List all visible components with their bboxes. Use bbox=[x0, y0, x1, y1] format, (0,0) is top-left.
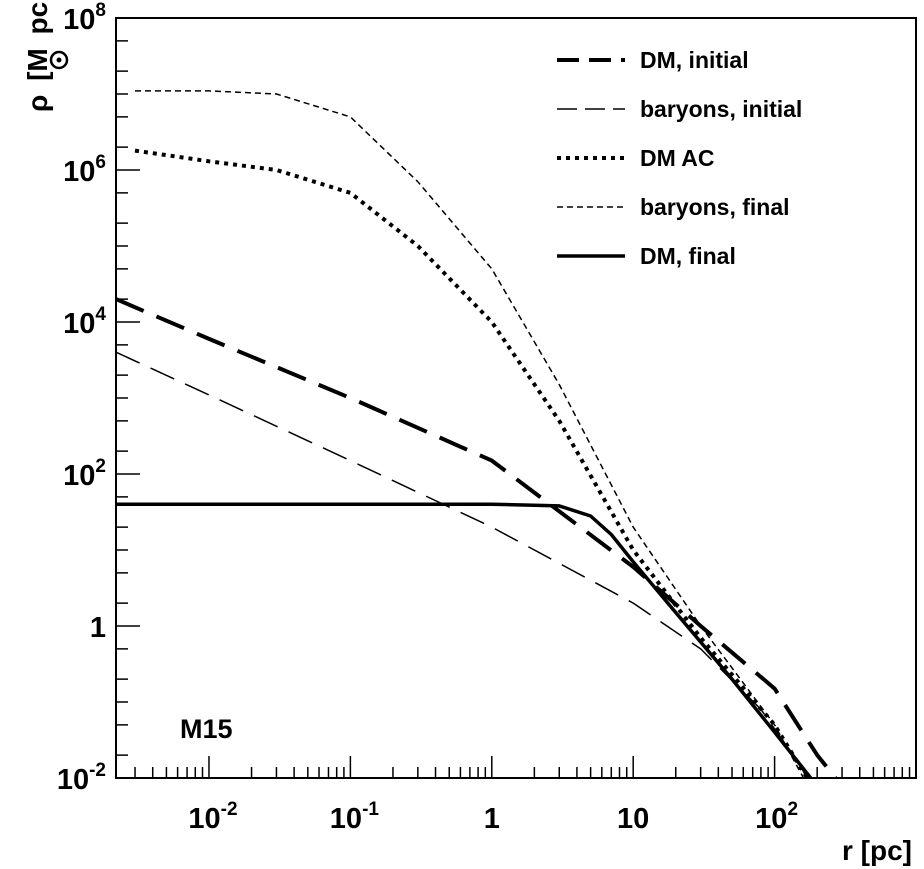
legend-label: baryons, initial bbox=[640, 96, 802, 122]
series-line-4 bbox=[135, 90, 805, 778]
x-tick-label: 10 bbox=[617, 803, 649, 835]
legend-label: DM, final bbox=[640, 243, 736, 269]
tick-layer bbox=[116, 17, 917, 779]
x-tick-label: 10-1 bbox=[330, 799, 380, 835]
solar-symbol-icon bbox=[49, 50, 69, 70]
y-tick-label: 10-2 bbox=[57, 760, 106, 796]
y-axis-title-unit-open: [M bbox=[22, 48, 53, 81]
legend-label: DM, initial bbox=[640, 47, 749, 73]
x-axis-title: r [pc] bbox=[842, 835, 912, 866]
y-tick-label: 108 bbox=[63, 0, 106, 36]
annotation-label: M15 bbox=[180, 714, 233, 744]
x-tick-label: 102 bbox=[755, 799, 798, 835]
legend: DM, initial baryons, initial DM AC baryons,… bbox=[557, 47, 802, 269]
y-axis-title-rho: ρ bbox=[22, 95, 53, 112]
series-line-5 bbox=[116, 502, 813, 778]
svg-text:ρ [M pc -3: ρ [M pc -3 ] bbox=[10, 0, 53, 112]
y-tick-label: 106 bbox=[63, 152, 106, 188]
series-line-3 bbox=[134, 148, 809, 778]
y-axis-title-unit-mid: pc bbox=[22, 2, 53, 35]
y-axis-title: ρ [M pc -3 ] bbox=[10, 0, 69, 112]
legend-label: baryons, final bbox=[640, 194, 790, 220]
series-layer bbox=[116, 90, 838, 778]
tick-label-layer: 10-2 10-1 1 10 102 10-2 1 102 104 106 108 bbox=[57, 0, 798, 835]
x-tick-label: 10-2 bbox=[188, 799, 237, 835]
y-tick-label: 104 bbox=[63, 304, 106, 340]
legend-label: DM AC bbox=[640, 145, 715, 171]
y-tick-label: 1 bbox=[90, 612, 106, 644]
series-line-1 bbox=[116, 297, 838, 778]
y-tick-label: 102 bbox=[63, 456, 106, 492]
x-tick-label: 1 bbox=[484, 803, 500, 835]
